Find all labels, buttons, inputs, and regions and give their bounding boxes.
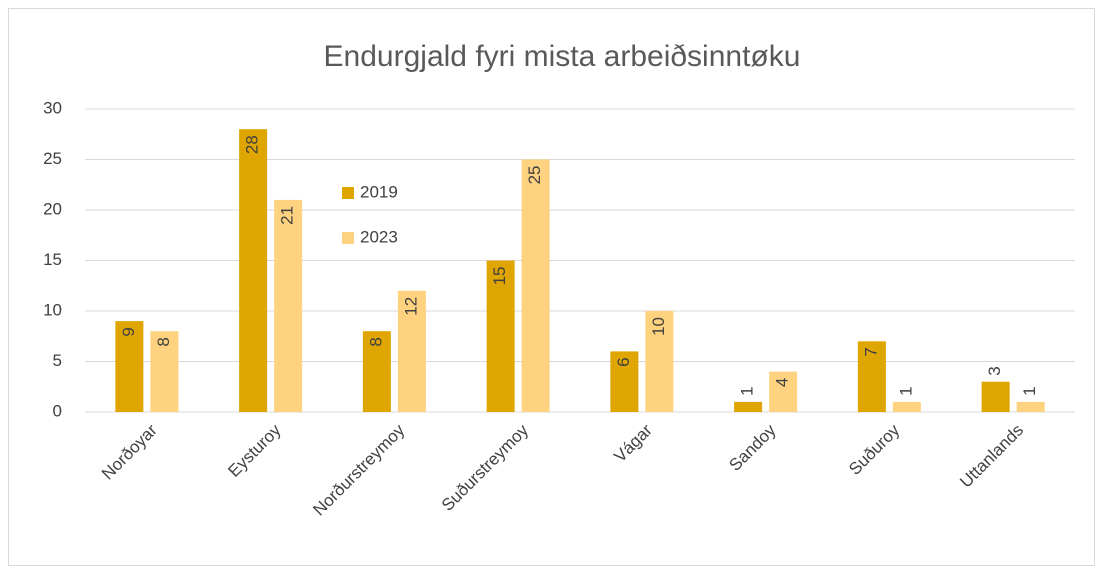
y-tick-label: 5 <box>53 351 62 370</box>
data-label: 21 <box>278 206 297 225</box>
bar <box>274 199 303 412</box>
data-label: 1 <box>896 386 915 395</box>
bar <box>486 260 515 412</box>
data-label: 6 <box>614 357 633 366</box>
chart-frame <box>8 8 1095 566</box>
data-label: 12 <box>401 297 420 316</box>
bar <box>521 159 550 412</box>
y-tick-label: 30 <box>43 98 62 117</box>
legend-label: 2019 <box>360 182 398 201</box>
data-label: 8 <box>154 337 173 346</box>
y-tick-label: 15 <box>43 250 62 269</box>
y-tick-label: 20 <box>43 199 62 218</box>
y-tick-label: 25 <box>43 149 62 168</box>
bar <box>734 401 763 412</box>
data-label: 1 <box>738 386 757 395</box>
bar <box>115 321 144 412</box>
bar <box>769 371 798 412</box>
data-label: 7 <box>861 347 880 356</box>
bar <box>981 381 1010 412</box>
chart-title: Endurgjald fyri mista arbeiðsinntøku <box>324 40 801 73</box>
bar <box>1016 401 1045 412</box>
bar <box>892 401 921 412</box>
bar <box>150 331 179 412</box>
data-label: 28 <box>243 135 262 154</box>
data-label: 1 <box>1020 386 1039 395</box>
bar <box>397 290 426 412</box>
data-label: 9 <box>119 327 138 336</box>
legend-label: 2023 <box>360 227 398 246</box>
bar <box>857 341 886 412</box>
legend-swatch <box>342 187 354 199</box>
data-label: 10 <box>649 317 668 336</box>
data-label: 3 <box>985 366 1004 375</box>
bar <box>362 331 391 412</box>
data-label: 25 <box>525 166 544 185</box>
bar <box>610 351 639 412</box>
data-label: 15 <box>490 267 509 286</box>
y-tick-label: 10 <box>43 300 62 319</box>
bar <box>239 129 268 412</box>
data-label: 4 <box>773 378 792 387</box>
bar <box>645 311 674 412</box>
y-tick-label: 0 <box>53 401 62 420</box>
data-label: 8 <box>366 337 385 346</box>
legend-swatch <box>342 232 354 244</box>
